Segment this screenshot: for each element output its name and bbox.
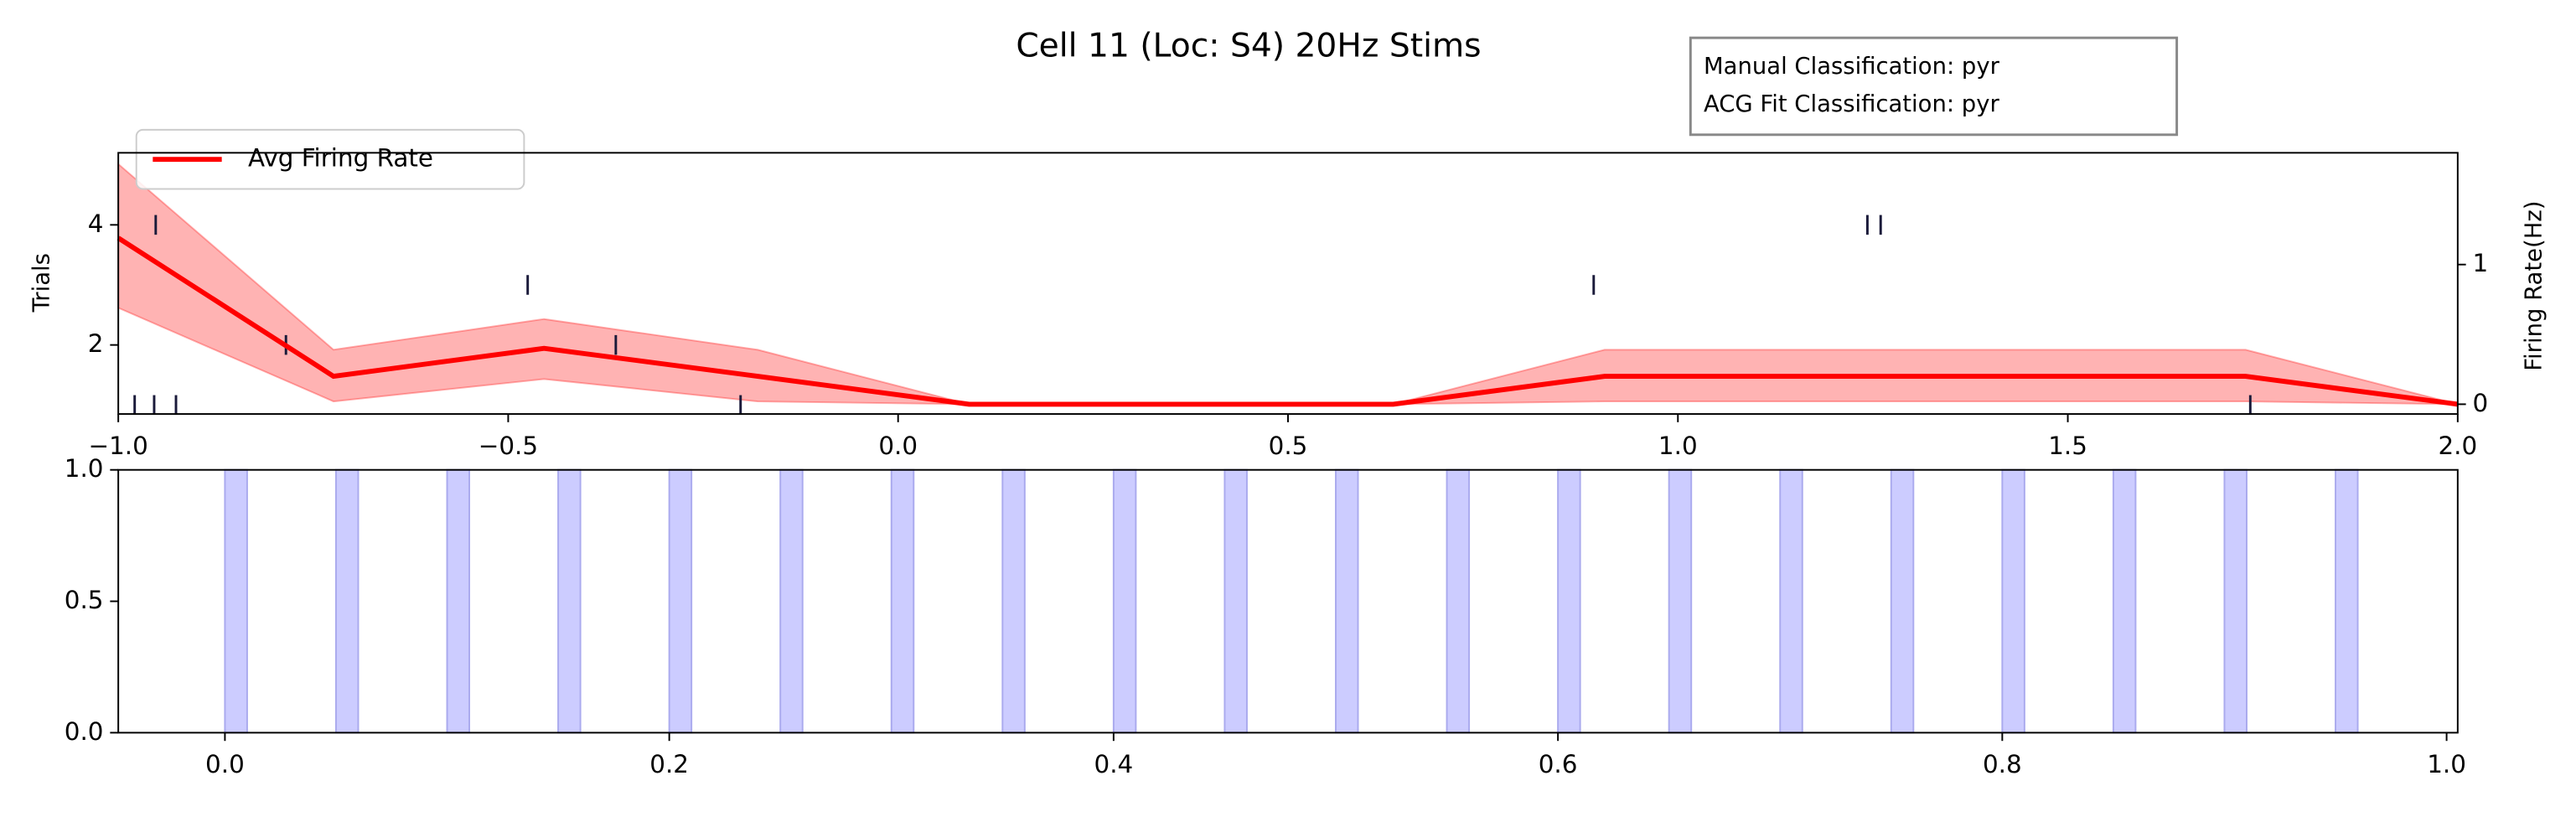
stim-span <box>2112 468 2137 734</box>
y2-tick-label: 0 <box>2472 389 2488 417</box>
stim-span <box>1446 468 1471 734</box>
stim-span <box>1112 468 1137 734</box>
x-tick-label: 1.0 <box>1658 432 1698 460</box>
stim-span <box>1557 468 1581 734</box>
x-tick-label: 0.0 <box>205 750 245 778</box>
x-tick-label: 0.5 <box>1269 432 1308 460</box>
y-tick-label: 0.0 <box>65 717 104 746</box>
x-tick-label: 0.6 <box>1539 750 1578 778</box>
y-tick-label: 1.0 <box>65 454 104 483</box>
stim-span <box>1779 468 1803 734</box>
y2-tick-label: 1 <box>2472 249 2488 277</box>
x-tick-label: 0.2 <box>649 750 689 778</box>
x-tick-label: 0.4 <box>1094 750 1134 778</box>
y2-axis-label: Firing Rate(Hz) <box>2521 201 2547 371</box>
x-tick-label: 1.5 <box>2048 432 2087 460</box>
stim-span <box>1001 468 1026 734</box>
stim-span <box>1223 468 1248 734</box>
stim-span <box>2001 468 2025 734</box>
y-axis-label: Trials <box>28 253 54 313</box>
text-box-line: ACG Fit Classification: pyr <box>1704 91 1999 117</box>
stim-span <box>2335 468 2359 734</box>
text-box-line: Manual Classification: pyr <box>1704 54 2000 80</box>
stim-span <box>1668 468 1693 734</box>
x-tick-label: 0.8 <box>1983 750 2022 778</box>
stim-span <box>2223 468 2248 734</box>
chart-title: Cell 11 (Loc: S4) 20Hz Stims <box>1016 27 1481 65</box>
x-tick-label: −1.0 <box>88 432 147 460</box>
x-tick-label: −0.5 <box>478 432 538 460</box>
x-tick-label: 2.0 <box>2438 432 2477 460</box>
stim-span <box>779 468 804 734</box>
text-box <box>1689 36 2179 137</box>
stim-span <box>668 468 693 734</box>
firing-rate-line <box>116 235 2459 407</box>
stim-span <box>334 468 360 734</box>
stim-span <box>557 468 582 734</box>
stim-span <box>224 468 248 734</box>
legend-box <box>135 128 525 190</box>
y-tick-label: 0.5 <box>65 586 104 614</box>
x-tick-label: 1.0 <box>2427 750 2466 778</box>
x-tick-label: 0.0 <box>878 432 918 460</box>
y-tick-label: 4 <box>88 209 104 238</box>
error-band <box>117 162 2459 406</box>
stim-span <box>1890 468 1915 734</box>
stim-span <box>446 468 471 734</box>
stim-span <box>1335 468 1359 734</box>
legend-label: Avg Firing Rate <box>248 144 433 173</box>
stim-span <box>890 468 915 734</box>
y-tick-label: 2 <box>88 329 104 358</box>
